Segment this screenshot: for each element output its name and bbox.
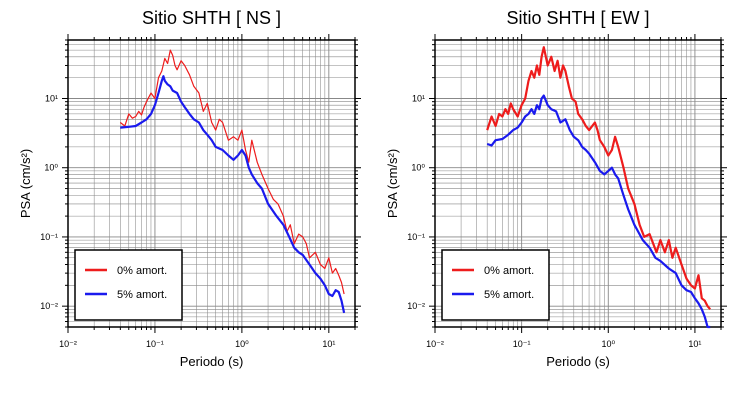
x-tick-label: 10¹ (688, 339, 701, 349)
y-axis-label: PSA (cm/s²) (18, 149, 33, 218)
legend-label-0: 0% amort. (117, 265, 167, 277)
x-tick-label: 10⁻² (59, 339, 77, 349)
series-line-1 (486, 94, 711, 329)
series-line-0 (486, 46, 712, 311)
y-axis-label: PSA (cm/s²) (385, 149, 400, 218)
chart-panel-1: Sitio SHTH [ EW ] 10⁻² 10⁻¹ 10⁰ 10¹ 10⁻² 10⁻¹ 1… (385, 8, 727, 369)
legend-label-0: 0% amort. (484, 265, 534, 277)
y-tick-label: 10⁻² (407, 301, 425, 311)
series-line-1 (120, 75, 346, 314)
legend-box (441, 249, 550, 321)
x-tick-label: 10⁻¹ (513, 339, 531, 349)
x-tick-label: 10⁻² (426, 339, 444, 349)
y-tick-label: 10⁻¹ (40, 232, 58, 242)
series-line-0 (119, 49, 345, 295)
chart-title: Sitio SHTH [ NS ] (142, 8, 281, 28)
y-tick-label: 10⁰ (411, 163, 425, 173)
x-axis-label: Periodo (s) (180, 354, 244, 369)
x-tick-label: 10¹ (322, 339, 335, 349)
x-tick-label: 10⁻¹ (146, 339, 164, 349)
chart-panel-0: Sitio SHTH [ NS ] 10⁻² 10⁻¹ 10⁰ 10¹ 10⁻² 10⁻¹ 1… (18, 8, 361, 369)
legend-label-1: 5% amort. (484, 289, 534, 301)
y-tick-label: 10¹ (45, 93, 58, 103)
y-tick-label: 10¹ (412, 93, 425, 103)
y-tick-label: 10⁰ (44, 163, 58, 173)
legend-label-1: 5% amort. (117, 289, 167, 301)
x-tick-label: 10⁰ (235, 339, 249, 349)
legend-box (74, 249, 183, 321)
legend: 0% amort. 5% amort. (74, 249, 183, 321)
x-tick-label: 10⁰ (601, 339, 615, 349)
legend: 0% amort. 5% amort. (441, 249, 550, 321)
chart-title: Sitio SHTH [ EW ] (506, 8, 649, 28)
y-tick-label: 10⁻² (40, 301, 58, 311)
x-axis-label: Periodo (s) (546, 354, 610, 369)
y-tick-label: 10⁻¹ (407, 232, 425, 242)
